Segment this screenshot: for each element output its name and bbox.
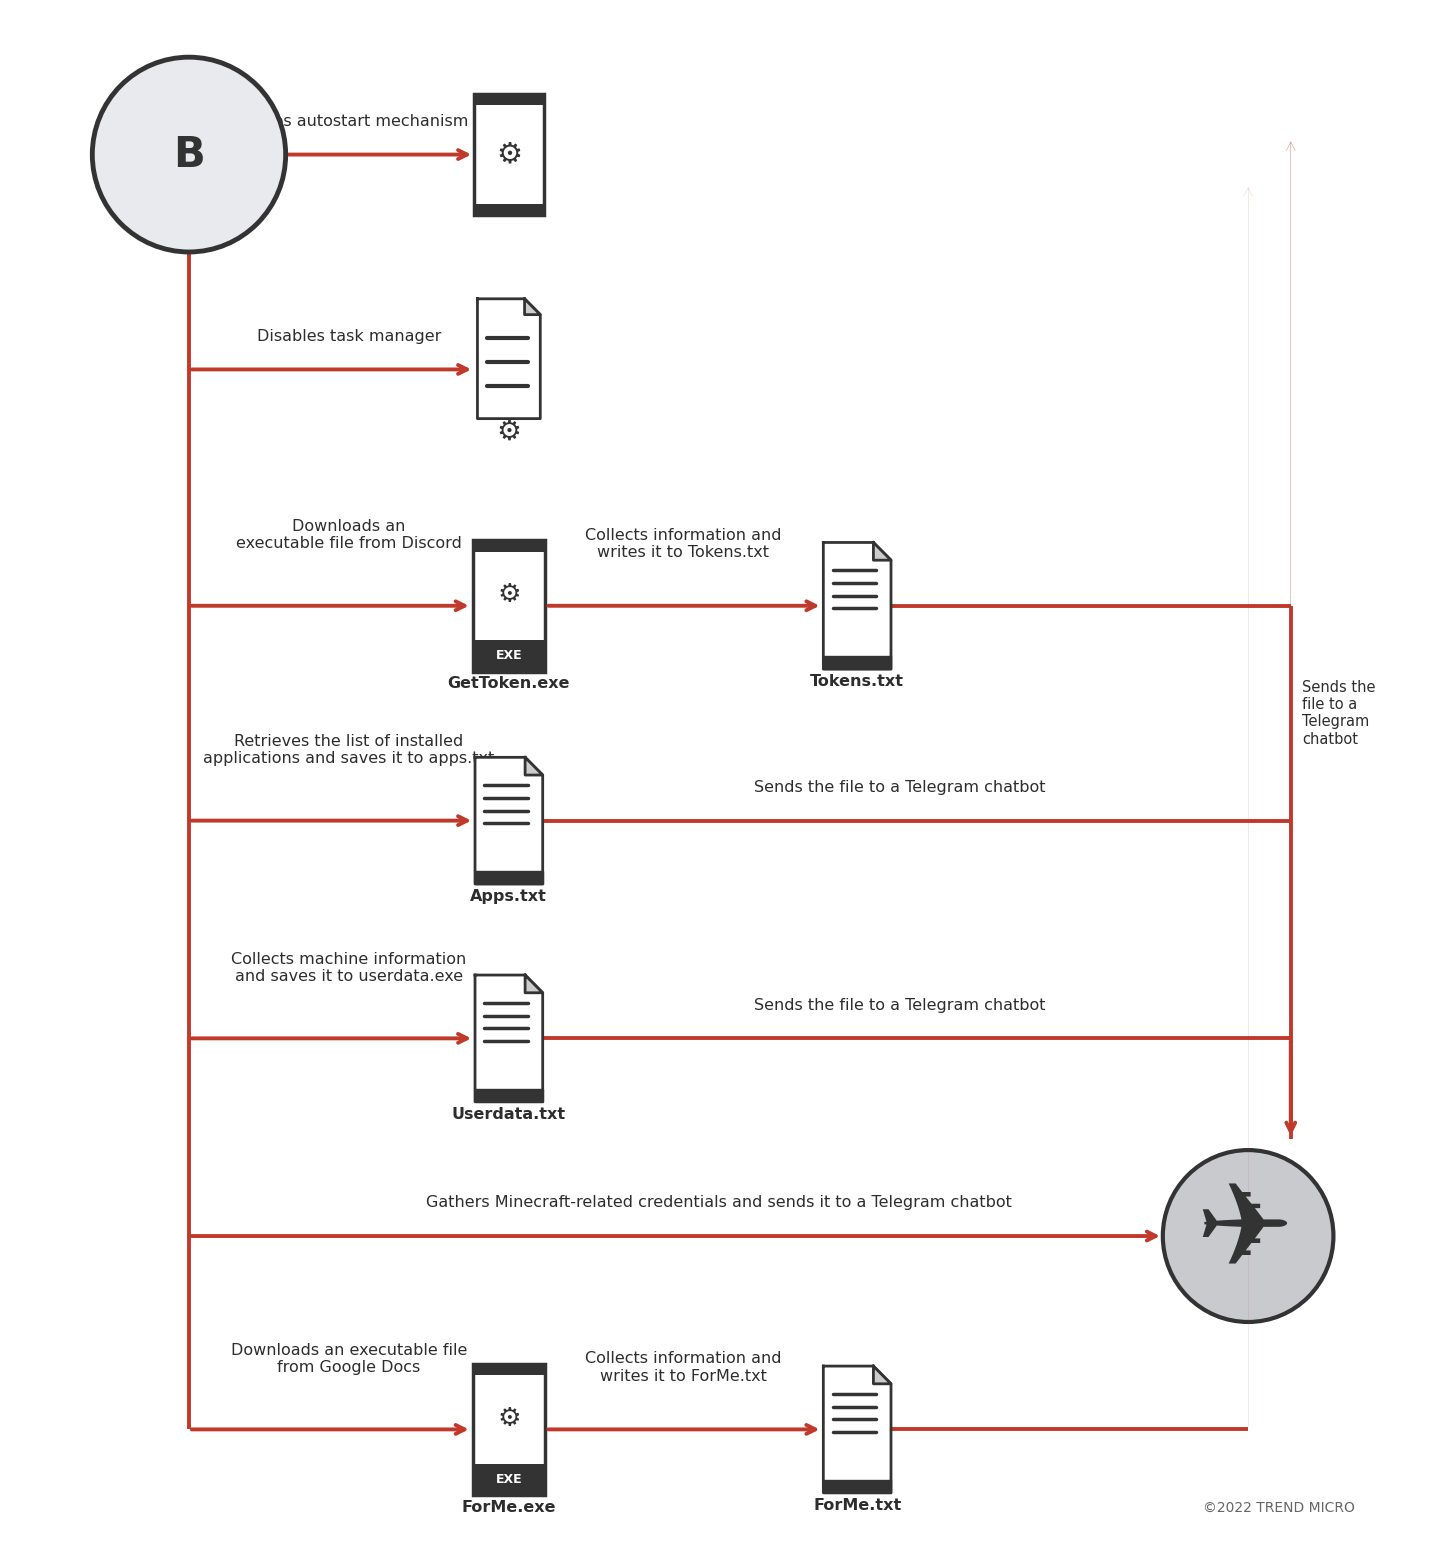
Polygon shape (525, 975, 543, 992)
Text: Creates autostart mechanism: Creates autostart mechanism (230, 114, 468, 129)
Text: Retrieves the list of installed
applications and saves it to apps.txt: Retrieves the list of installed applicat… (203, 734, 495, 766)
FancyBboxPatch shape (472, 1364, 545, 1376)
Polygon shape (475, 871, 543, 885)
Text: Apps.txt: Apps.txt (470, 889, 548, 905)
Polygon shape (525, 299, 541, 314)
FancyBboxPatch shape (475, 94, 543, 216)
Polygon shape (475, 1089, 543, 1102)
Text: Gathers Minecraft-related credentials and sends it to a Telegram chatbot: Gathers Minecraft-related credentials an… (426, 1196, 1011, 1210)
Text: EXE: EXE (496, 1473, 522, 1486)
Polygon shape (824, 1479, 891, 1493)
Text: Downloads an executable file
from Google Docs: Downloads an executable file from Google… (230, 1342, 468, 1375)
Text: ©2022 TREND MICRO: ©2022 TREND MICRO (1203, 1501, 1354, 1515)
Text: Userdata.txt: Userdata.txt (452, 1106, 566, 1122)
FancyBboxPatch shape (472, 539, 545, 672)
FancyBboxPatch shape (475, 94, 543, 105)
Polygon shape (824, 656, 891, 669)
Polygon shape (874, 1365, 891, 1384)
FancyBboxPatch shape (472, 539, 545, 552)
Text: ✈: ✈ (1195, 1176, 1293, 1291)
Text: Collects information and
writes it to ForMe.txt: Collects information and writes it to Fo… (585, 1351, 781, 1384)
Circle shape (93, 57, 286, 253)
Polygon shape (824, 542, 891, 669)
Text: ⚙: ⚙ (496, 418, 522, 445)
Text: Collects machine information
and saves it to userdata.exe: Collects machine information and saves i… (232, 951, 466, 983)
Text: Sends the
file to a
Telegram
chatbot: Sends the file to a Telegram chatbot (1303, 680, 1376, 747)
Polygon shape (475, 975, 543, 1102)
Text: Downloads an
executable file from Discord: Downloads an executable file from Discor… (236, 519, 462, 552)
Text: ⚙: ⚙ (498, 1405, 521, 1432)
Text: Tokens.txt: Tokens.txt (811, 673, 904, 689)
Text: Collects information and
writes it to Tokens.txt: Collects information and writes it to To… (585, 527, 781, 559)
Text: ForMe.exe: ForMe.exe (462, 1499, 556, 1515)
Text: Disables task manager: Disables task manager (257, 328, 440, 344)
FancyBboxPatch shape (472, 1464, 545, 1495)
Polygon shape (874, 542, 891, 561)
Text: GetToken.exe: GetToken.exe (448, 676, 571, 690)
Text: ForMe.txt: ForMe.txt (814, 1498, 901, 1513)
Circle shape (1163, 1150, 1333, 1322)
Text: Sends the file to a Telegram chatbot: Sends the file to a Telegram chatbot (754, 780, 1045, 795)
FancyBboxPatch shape (472, 1364, 545, 1495)
Polygon shape (475, 757, 543, 885)
FancyBboxPatch shape (475, 203, 543, 216)
Text: B: B (173, 134, 204, 176)
Text: ⚙: ⚙ (498, 582, 521, 609)
Text: EXE: EXE (496, 649, 522, 663)
FancyBboxPatch shape (472, 640, 545, 672)
Text: ⚙: ⚙ (496, 140, 522, 168)
Polygon shape (478, 299, 541, 419)
Polygon shape (525, 757, 543, 775)
Text: Sends the file to a Telegram chatbot: Sends the file to a Telegram chatbot (754, 997, 1045, 1012)
Polygon shape (824, 1365, 891, 1493)
